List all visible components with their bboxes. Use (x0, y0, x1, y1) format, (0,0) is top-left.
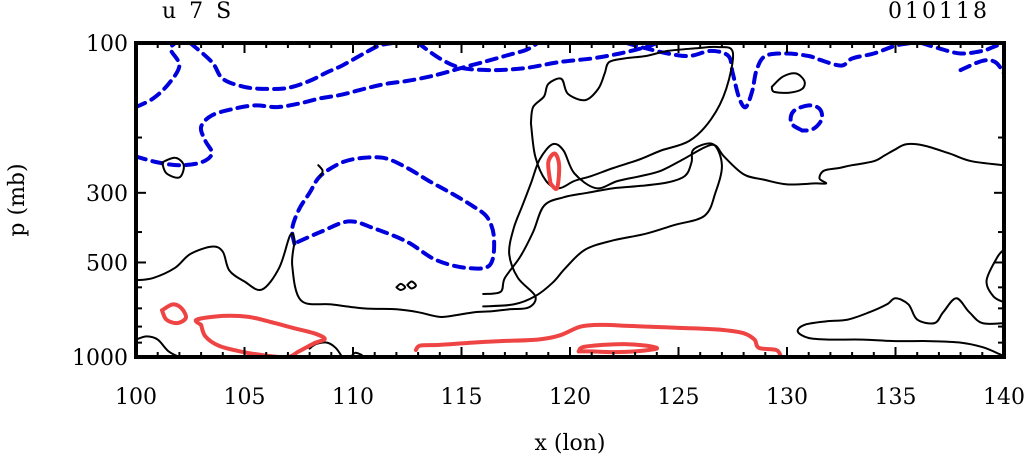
chart-title-right: 010118 (888, 0, 990, 24)
contour-zero-12 (529, 45, 735, 190)
x-tick-label: 110 (332, 385, 374, 410)
x-tick-label: 120 (549, 385, 591, 410)
y-tick-label: 100 (86, 32, 128, 57)
y-axis-label: p (mb) (5, 163, 30, 236)
contour-zero-13 (482, 142, 723, 308)
tick-layer: 100 105 110 115 120 125 130 135 140 100 300 500 1000 (72, 32, 1025, 410)
contour-zero-9 (136, 142, 1004, 318)
contour-negative-6 (919, 43, 1004, 56)
contour-negative-5 (624, 43, 913, 110)
contour-positive-25 (413, 322, 783, 357)
contour-negative-3 (290, 155, 497, 271)
contour-zero-16 (406, 280, 417, 290)
contour-negative-2 (188, 43, 395, 91)
x-tick-label: 115 (441, 385, 483, 410)
x-tick-label: 105 (224, 385, 266, 410)
contour-negative-1 (136, 43, 540, 168)
contour-zero-15 (395, 282, 407, 291)
y-tick-label: 500 (86, 251, 128, 276)
contour-positive-22 (160, 302, 188, 326)
contour-zero-10 (161, 156, 185, 179)
contour-layer (136, 43, 1004, 357)
contour-positive-24 (546, 151, 562, 191)
x-tick-label: 130 (766, 385, 808, 410)
contour-zero-19 (136, 335, 181, 357)
contour-positive-23 (193, 313, 327, 357)
contour-zero-18 (796, 297, 1004, 357)
x-tick-label: 140 (983, 385, 1025, 410)
x-tick-label: 135 (875, 385, 917, 410)
contour-negative-8 (788, 103, 825, 133)
chart-title-left: u 7 S (162, 0, 234, 24)
contour-positive-26 (576, 342, 660, 355)
contour-negative-4 (416, 43, 659, 73)
x-tick-label: 125 (658, 385, 700, 410)
contour-zero-17 (985, 248, 1004, 304)
y-tick-label: 300 (86, 182, 128, 207)
y-tick-label: 1000 (72, 346, 128, 371)
x-axis-label: x (lon) (534, 431, 605, 456)
contour-zero-11 (317, 164, 324, 177)
contour-negative-0 (136, 43, 182, 110)
contour-negative-7 (958, 58, 1004, 76)
contour-zero-14 (770, 72, 806, 94)
x-tick-label: 100 (115, 385, 157, 410)
